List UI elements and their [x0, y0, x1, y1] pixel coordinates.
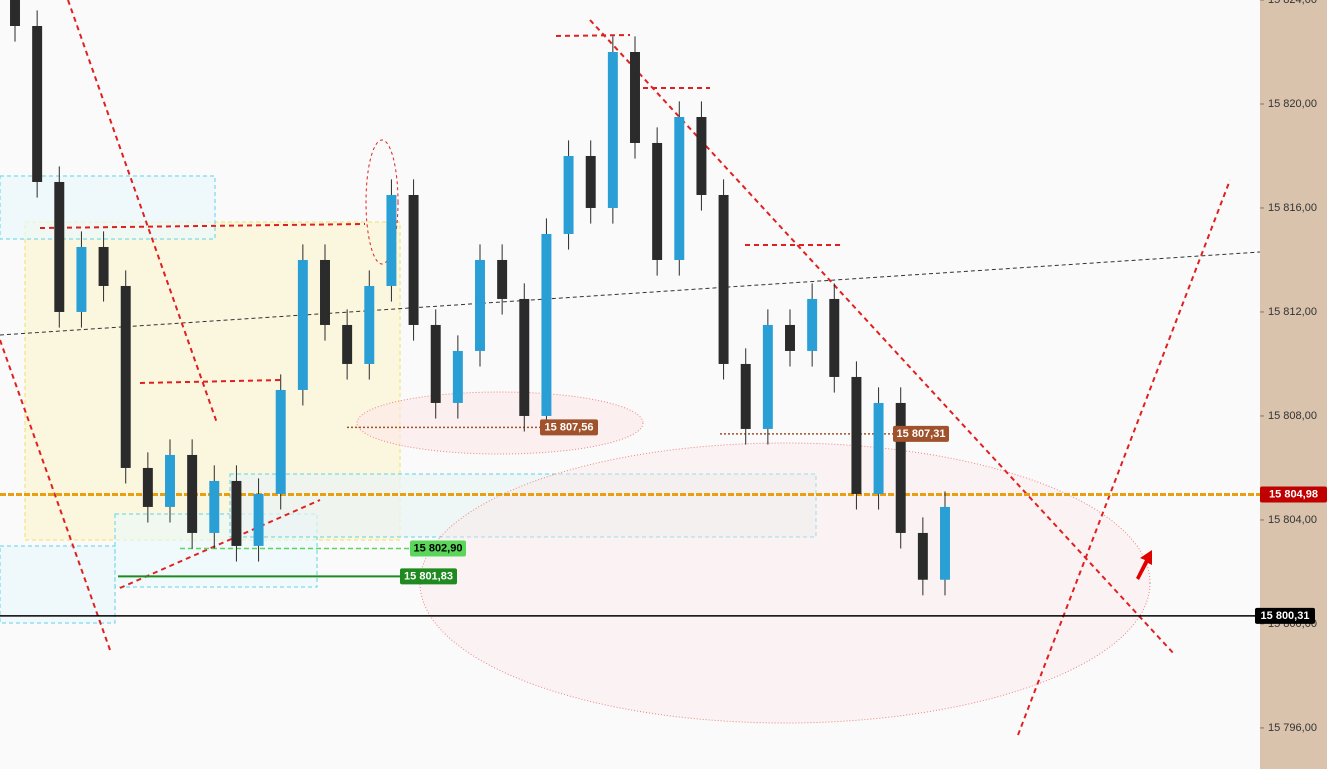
price-label-box — [1255, 607, 1315, 624]
candle-body — [917, 532, 928, 580]
candle-body — [740, 363, 751, 429]
candle-body — [541, 233, 552, 416]
candle-body — [209, 480, 220, 533]
arrow — [1136, 550, 1152, 580]
trend-line — [0, 339, 111, 651]
candle-body — [364, 285, 375, 364]
y-tick-label: 15 816,00 — [1268, 202, 1317, 214]
price-label-box — [400, 568, 457, 585]
candle-body — [386, 194, 397, 286]
candle-body — [652, 142, 663, 260]
price-label-box — [410, 540, 466, 557]
candle-body — [120, 285, 131, 468]
candle-body — [452, 350, 463, 403]
price-label-box — [540, 419, 598, 436]
candle-body — [585, 155, 596, 208]
candle-body — [475, 259, 485, 351]
price-label: 15 801,83 — [404, 570, 453, 582]
candle-body — [807, 298, 818, 351]
ellipse — [356, 391, 644, 455]
y-tick-label: 15 824,00 — [1268, 0, 1317, 6]
price-label: 15 800,31 — [1261, 610, 1310, 622]
price-label: 15 807,31 — [897, 428, 946, 440]
price-label-box — [893, 425, 949, 442]
candle-body — [718, 194, 729, 364]
ellipse — [365, 139, 399, 265]
candle-body — [320, 259, 330, 325]
candle-body — [607, 51, 618, 208]
y-tick-label: 15 808,00 — [1268, 410, 1317, 422]
trend-line — [67, 0, 218, 424]
trend-line — [1017, 179, 1231, 736]
candle-body — [253, 493, 264, 546]
candle-body — [165, 454, 175, 507]
candle-body — [297, 259, 308, 390]
candle-body — [762, 324, 773, 429]
candle-body — [342, 324, 353, 364]
candle-body — [674, 116, 685, 260]
zone — [0, 175, 216, 240]
candle-body — [54, 181, 65, 312]
candle-body — [940, 506, 950, 580]
candle-body — [519, 298, 530, 416]
trend-line — [39, 223, 366, 229]
price-axis — [1260, 0, 1327, 769]
candle-body — [187, 454, 198, 533]
y-tick-label: 15 796,00 — [1268, 722, 1317, 734]
drawings — [0, 0, 1261, 736]
candle-body — [497, 259, 508, 299]
ellipse — [419, 442, 1151, 724]
candle-body — [630, 51, 640, 143]
candle-body — [829, 298, 840, 377]
candle-body — [563, 155, 574, 234]
candle-body — [76, 246, 87, 312]
candles — [10, 0, 950, 596]
candle-body — [10, 0, 20, 26]
candle-body — [32, 25, 43, 182]
candle-body — [785, 324, 795, 351]
y-tick-label: 15 804,00 — [1268, 514, 1317, 526]
candle-body — [275, 389, 286, 494]
price-label: 15 802,90 — [414, 542, 463, 554]
candle-body — [851, 376, 862, 494]
price-label: 15 807,56 — [545, 421, 594, 433]
candle-body — [696, 116, 707, 195]
trend-line — [119, 499, 321, 589]
candle-body — [142, 467, 153, 507]
candle-body — [873, 402, 884, 494]
trend-line — [0, 251, 1261, 336]
candle-body — [430, 324, 441, 403]
trend-line — [555, 34, 631, 37]
candle-body — [895, 402, 906, 533]
zone — [229, 473, 817, 538]
candle-body — [408, 194, 419, 325]
price-label: 15 804,98 — [1269, 488, 1318, 500]
trend-line — [139, 379, 283, 384]
candle-body — [231, 480, 242, 546]
y-tick-label: 15 812,00 — [1268, 306, 1317, 318]
candle-body — [98, 246, 109, 286]
y-tick-label: 15 820,00 — [1268, 98, 1317, 110]
price-label-box — [1260, 486, 1327, 503]
zone — [0, 545, 116, 624]
